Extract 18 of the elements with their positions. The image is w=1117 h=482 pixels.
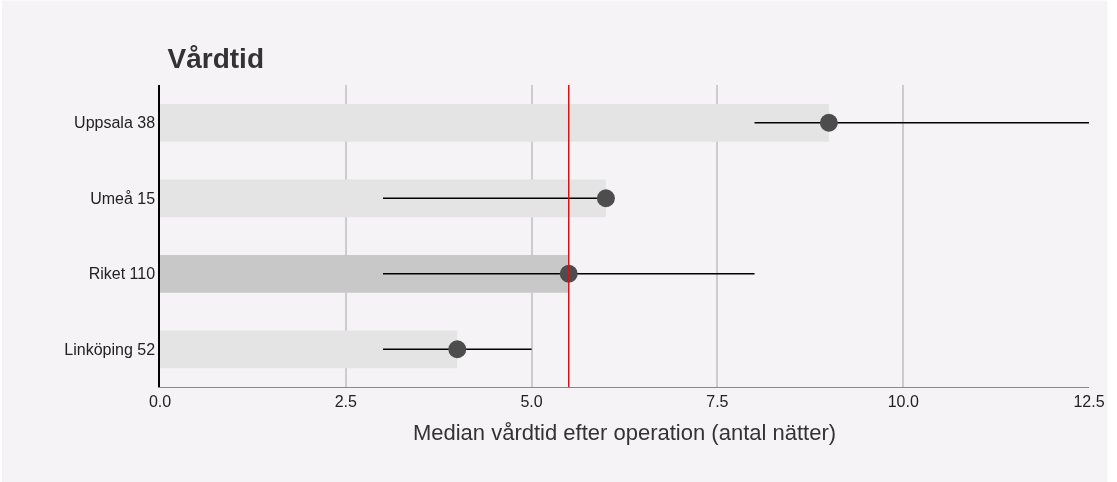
- y-tick-label: Linköping 52: [64, 340, 156, 358]
- x-tick-label: 5.0: [520, 393, 543, 411]
- x-tick-label: 12.5: [1073, 393, 1105, 411]
- chart-title: Vårdtid: [167, 42, 265, 74]
- bar: [160, 179, 606, 218]
- x-tick-label: 2.5: [334, 393, 358, 411]
- y-tick-label: Uppsala 38: [74, 114, 156, 132]
- x-axis-title: Median vårdtid efter operation (antal nätter): [412, 420, 837, 446]
- point: [819, 113, 838, 132]
- y-tick-label: Riket 110: [88, 265, 156, 283]
- bar: [160, 103, 829, 142]
- y-tick-label: Umeå 15: [90, 189, 156, 207]
- point: [448, 340, 467, 359]
- bar: [160, 330, 458, 369]
- x-tick-label: 0.0: [148, 393, 172, 411]
- x-tick-label: 10.0: [887, 393, 919, 411]
- point: [596, 189, 615, 208]
- x-tick-label: 7.5: [706, 393, 729, 411]
